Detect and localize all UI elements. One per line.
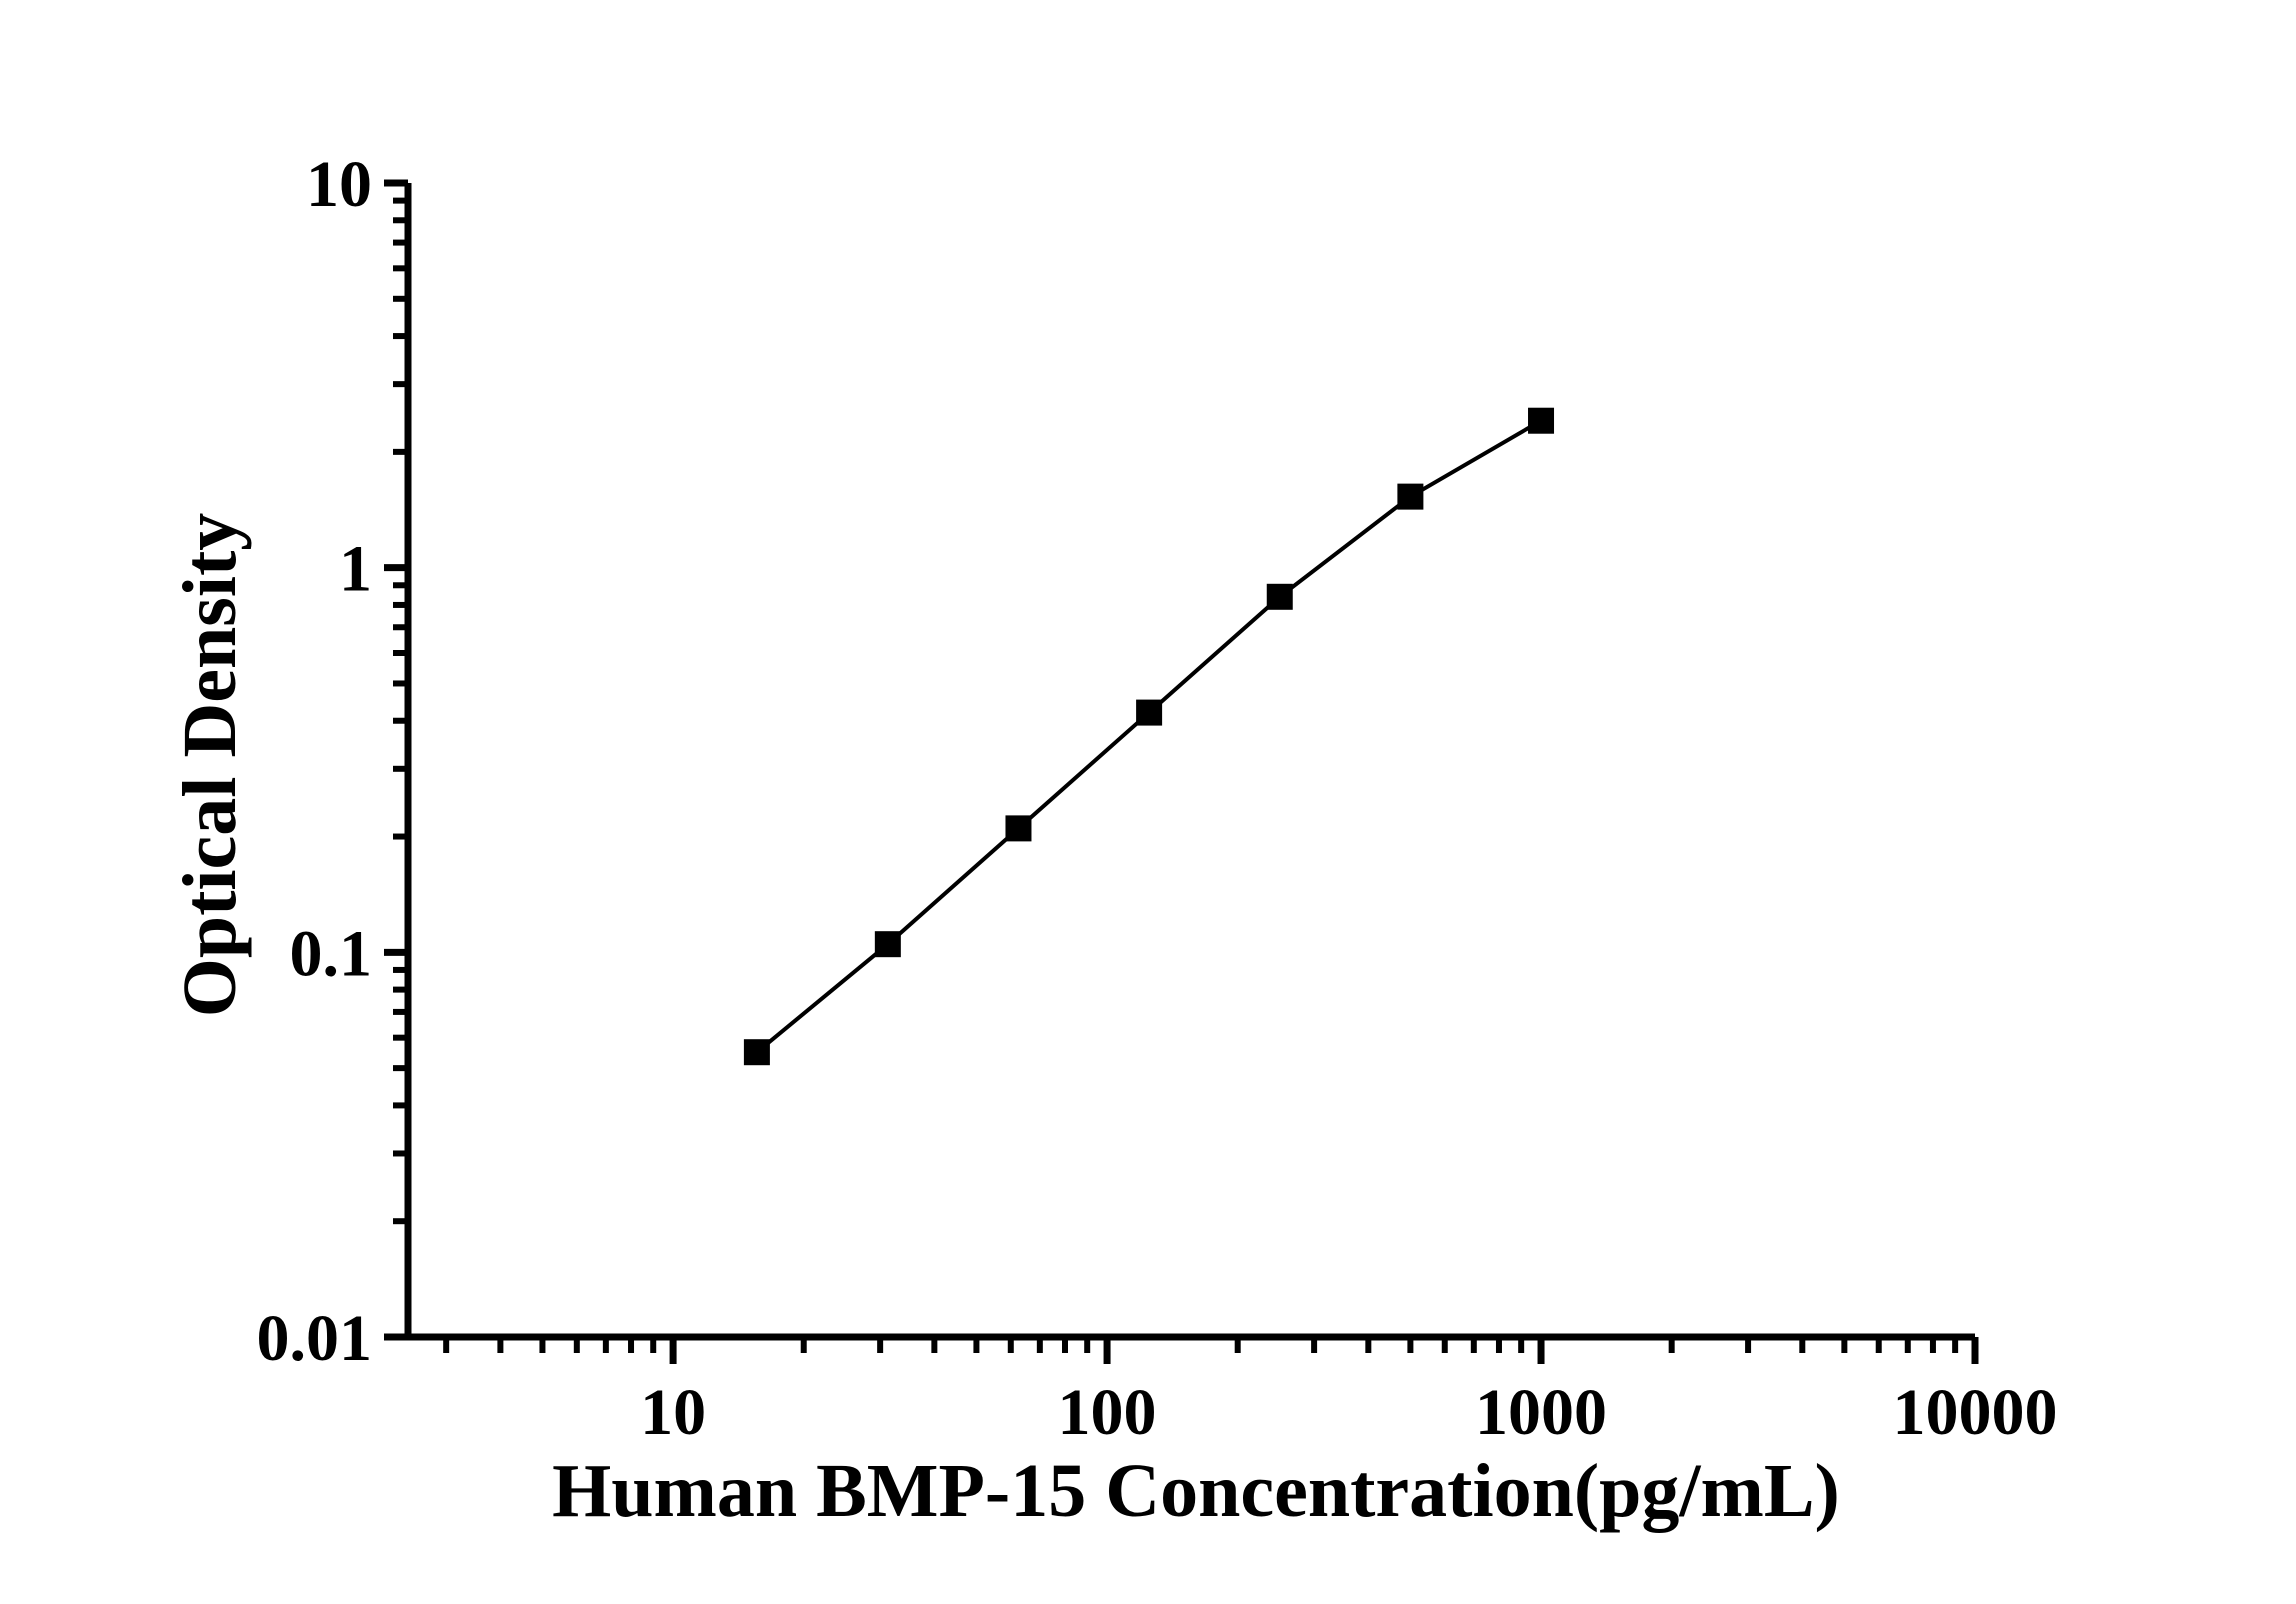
data-points	[743, 407, 1555, 1066]
data-point-marker	[743, 1039, 770, 1066]
data-point-marker	[1005, 815, 1032, 842]
axes	[404, 183, 1975, 1341]
y-tick-label: 1	[339, 533, 372, 606]
data-point-marker	[1136, 699, 1163, 726]
series-line	[755, 418, 1543, 1054]
data-point-marker	[1528, 407, 1555, 434]
axis-ticks	[384, 179, 1979, 1364]
y-tick-label: 10	[306, 148, 372, 221]
data-point-marker	[1266, 583, 1293, 610]
axis-spines	[404, 183, 1975, 1341]
y-tick-label: 0.1	[290, 917, 373, 990]
x-tick-label: 10	[640, 1376, 706, 1449]
x-tick-label: 10000	[1893, 1376, 2058, 1449]
x-axis-title: Human BMP-15 Concentration(pg/mL)	[552, 1449, 1840, 1533]
x-tick-label: 1000	[1475, 1376, 1607, 1449]
data-point-marker	[874, 931, 901, 958]
x-tick-label: 100	[1058, 1376, 1157, 1449]
data-point-marker	[1397, 483, 1424, 510]
tick-labels: 10 100 1000 10000 10 1 0.1 0.01	[257, 148, 2058, 1449]
y-axis-title: Optical Density	[168, 513, 252, 1018]
y-tick-label: 0.01	[257, 1302, 373, 1375]
series-path	[755, 418, 1543, 1054]
